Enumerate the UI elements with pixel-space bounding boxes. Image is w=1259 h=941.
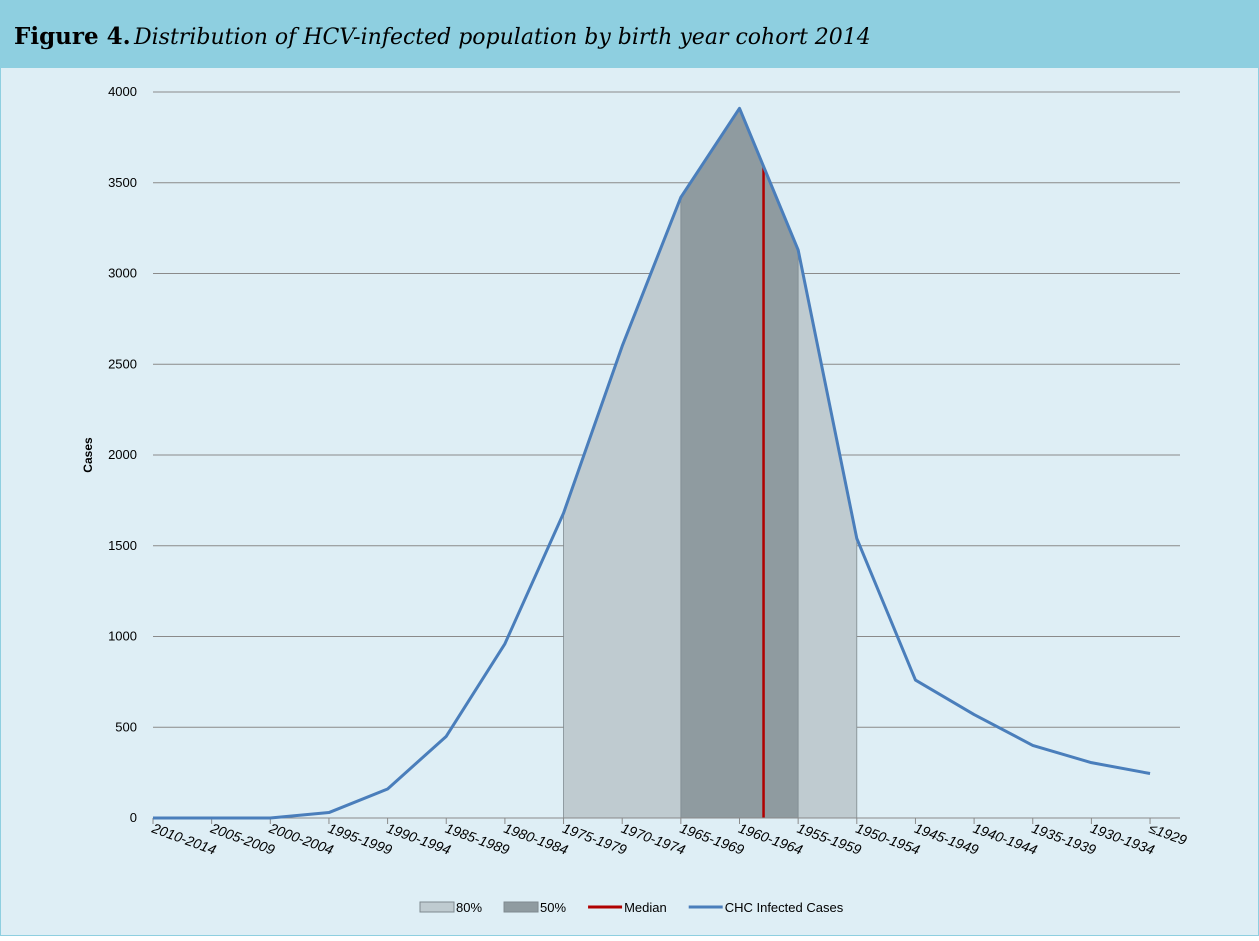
line-series (153, 106, 1151, 820)
figure-label: Figure 4. (14, 23, 131, 50)
legend-swatch (419, 901, 455, 913)
y-tick-label: 2000 (108, 447, 137, 462)
header-bar (0, 0, 1259, 68)
y-tick-label: 3500 (108, 175, 137, 190)
legend-label: CHC Infected Cases (725, 900, 844, 915)
y-tick-label: 2500 (108, 356, 137, 371)
legend-swatch (503, 901, 539, 913)
y-axis-label: Cases (81, 437, 95, 473)
legend-label: 80% (456, 900, 482, 915)
y-tick-label: 4000 (108, 84, 137, 99)
y-tick-label: 1000 (108, 629, 137, 644)
y-tick-label: 500 (115, 719, 137, 734)
legend-label: 50% (540, 900, 566, 915)
legend-label: Median (624, 900, 667, 915)
chart-title: Distribution of HCV-infected population … (133, 25, 871, 50)
y-tick-label: 0 (130, 810, 137, 825)
band-area (680, 107, 799, 819)
y-tick-label: 3000 (108, 266, 137, 281)
y-tick-label: 1500 (108, 538, 137, 553)
